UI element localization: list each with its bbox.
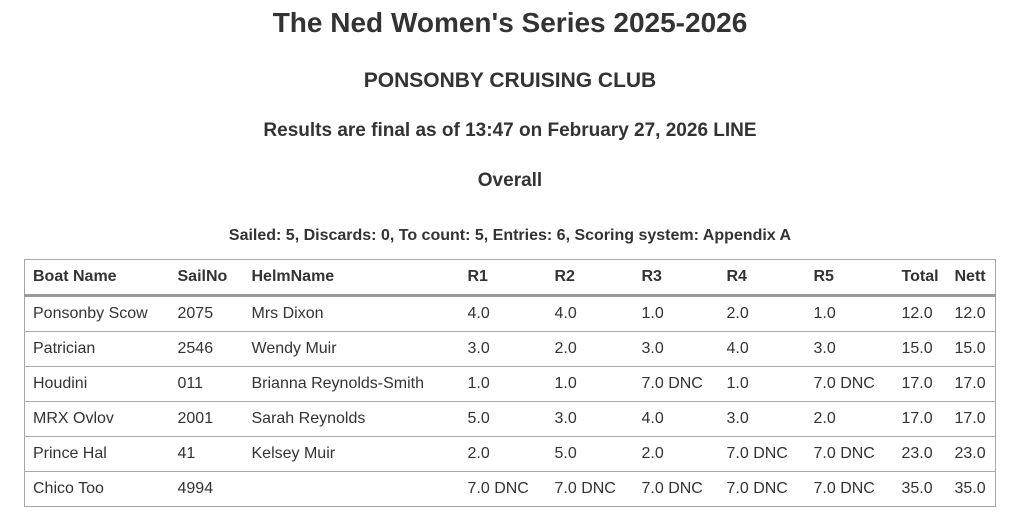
cell-total: 12.0 [893,295,947,332]
cell-nett: 15.0 [946,331,996,367]
cell-boat-name: MRX Ovlov [24,401,170,437]
cell-sailno: 011 [169,366,244,402]
cell-r2: 1.0 [546,366,634,402]
table-row: Ponsonby Scow 2075 Mrs Dixon 4.0 4.0 1.0 2.0 1.… [24,295,996,332]
column-header-total: Total [893,259,947,297]
cell-nett: 12.0 [946,295,996,332]
cell-r3: 7.0 DNC [633,471,719,507]
cell-sailno: 4994 [169,471,244,507]
cell-total: 15.0 [893,331,947,367]
cell-r4: 7.0 DNC [718,436,806,472]
cell-r1: 7.0 DNC [459,471,547,507]
column-header-r3: R3 [633,259,719,297]
results-page: The Ned Women's Series 2025-2026 PONSONB… [0,6,1020,507]
cell-helmname [243,471,460,507]
cell-nett: 23.0 [946,436,996,472]
column-header-r4: R4 [718,259,806,297]
column-header-nett: Nett [946,259,996,297]
results-table-body: Ponsonby Scow 2075 Mrs Dixon 4.0 4.0 1.0 2.0 1.… [24,295,996,507]
column-header-r2: R2 [546,259,634,297]
cell-r2: 4.0 [546,295,634,332]
cell-r3: 3.0 [633,331,719,367]
cell-r3: 4.0 [633,401,719,437]
cell-r5: 2.0 [805,401,894,437]
cell-r1: 2.0 [459,436,547,472]
cell-r2: 3.0 [546,401,634,437]
cell-r4: 4.0 [718,331,806,367]
cell-r2: 5.0 [546,436,634,472]
column-header-r1: R1 [459,259,547,297]
cell-boat-name: Ponsonby Scow [24,295,170,332]
series-title: The Ned Women's Series 2025-2026 [272,7,748,38]
results-table-head-row: Boat Name SailNo HelmName R1 R2 R3 R4 R5 Total Ne… [24,259,996,297]
cell-r3: 7.0 DNC [633,366,719,402]
cell-r4: 1.0 [718,366,806,402]
table-row: Chico Too 4994 7.0 DNC 7.0 DNC 7.0 DNC 7.0 DN… [24,471,996,507]
cell-sailno: 2075 [169,295,244,332]
cell-total: 35.0 [893,471,947,507]
cell-r3: 2.0 [633,436,719,472]
cell-total: 23.0 [893,436,947,472]
cell-r1: 5.0 [459,401,547,437]
cell-helmname: Sarah Reynolds [243,401,460,437]
column-header-helmname: HelmName [243,259,460,297]
cell-r1: 3.0 [459,331,547,367]
column-header-r5: R5 [805,259,894,297]
cell-r4: 2.0 [718,295,806,332]
cell-boat-name: Houdini [24,366,170,402]
cell-r4: 7.0 DNC [718,471,806,507]
cell-r5: 1.0 [805,295,894,332]
cell-r3: 1.0 [633,295,719,332]
status-line: Results are final as of 13:47 on Februar… [263,120,757,141]
cell-helmname: Mrs Dixon [243,295,460,332]
cell-helmname: Kelsey Muir [243,436,460,472]
table-row: Patrician 2546 Wendy Muir 3.0 2.0 3.0 4.0 3.0 15… [24,331,996,367]
cell-r5: 7.0 DNC [805,471,894,507]
cell-r1: 1.0 [459,366,547,402]
cell-r5: 7.0 DNC [805,436,894,472]
table-row: Houdini 011 Brianna Reynolds-Smith 1.0 1.0 7.… [24,366,996,402]
cell-boat-name: Patrician [24,331,170,367]
column-header-sailno: SailNo [169,259,244,297]
cell-r2: 2.0 [546,331,634,367]
column-header-boat-name: Boat Name [24,259,170,297]
cell-r4: 3.0 [718,401,806,437]
cell-boat-name: Prince Hal [24,436,170,472]
cell-nett: 17.0 [946,401,996,437]
cell-sailno: 2001 [169,401,244,437]
cell-helmname: Wendy Muir [243,331,460,367]
cell-total: 17.0 [893,366,947,402]
cell-sailno: 2546 [169,331,244,367]
cell-r5: 3.0 [805,331,894,367]
cell-sailno: 41 [169,436,244,472]
cell-total: 17.0 [893,401,947,437]
table-row: MRX Ovlov 2001 Sarah Reynolds 5.0 3.0 4.0 3.0 2… [24,401,996,437]
club-name: PONSONBY CRUISING CLUB [363,69,657,92]
results-table: Boat Name SailNo HelmName R1 R2 R3 R4 R5 Total Ne… [24,259,996,507]
cell-r2: 7.0 DNC [546,471,634,507]
cell-nett: 17.0 [946,366,996,402]
cell-boat-name: Chico Too [24,471,170,507]
cell-nett: 35.0 [946,471,996,507]
cell-r5: 7.0 DNC [805,366,894,402]
cell-r1: 4.0 [459,295,547,332]
cell-helmname: Brianna Reynolds-Smith [243,366,460,402]
series-summary: Sailed: 5, Discards: 0, To count: 5, Ent… [228,227,792,244]
section-title: Overall [477,170,543,191]
table-row: Prince Hal 41 Kelsey Muir 2.0 5.0 2.0 7.0 DNC 7… [24,436,996,472]
